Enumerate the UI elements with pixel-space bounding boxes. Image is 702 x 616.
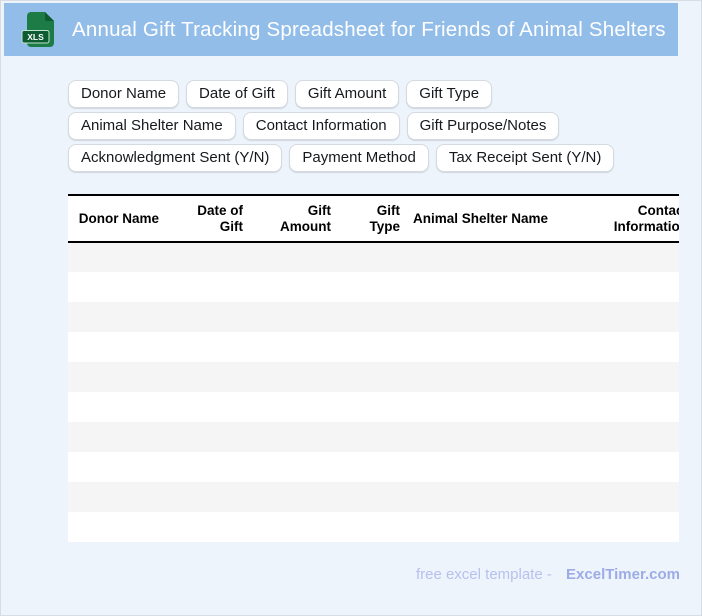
gift-tracking-table: Donor Name Date of Gift Gift Amount Gift…: [68, 194, 679, 542]
page-title: Annual Gift Tracking Spreadsheet for Fri…: [72, 17, 666, 41]
table-cell: [253, 362, 341, 392]
table-cell: [68, 422, 169, 452]
table-cell: [68, 452, 169, 482]
chip-gift-type[interactable]: Gift Type: [406, 80, 493, 108]
table-header-row: Donor Name Date of Gift Gift Amount Gift…: [68, 194, 679, 243]
table-cell: [341, 242, 410, 272]
table-cell: [169, 362, 253, 392]
chip-tax-receipt-sent[interactable]: Tax Receipt Sent (Y/N): [435, 144, 615, 172]
table-cell: [410, 332, 558, 362]
table-cell: [169, 392, 253, 422]
table-cell: [558, 482, 679, 512]
table-cell: [558, 452, 679, 482]
table-cell: [341, 512, 410, 542]
table-cell: [341, 302, 410, 332]
table-cell: [341, 482, 410, 512]
table-cell: [341, 362, 410, 392]
table-cell: [341, 422, 410, 452]
table-cell: [68, 332, 169, 362]
table-cell: [410, 512, 558, 542]
table-cell: [68, 272, 169, 302]
table-row: [68, 422, 679, 452]
table-cell: [169, 242, 253, 272]
table-cell: [558, 302, 679, 332]
chip-payment-method[interactable]: Payment Method: [289, 144, 429, 172]
table-cell: [68, 302, 169, 332]
table-cell: [169, 482, 253, 512]
table-cell: [341, 452, 410, 482]
table-cell: [253, 272, 341, 302]
table-row: [68, 452, 679, 482]
table-cell: [68, 242, 169, 272]
table-cell: [68, 482, 169, 512]
table-cell: [558, 362, 679, 392]
header-bar: XLS Annual Gift Tracking Spreadsheet for…: [4, 3, 678, 56]
table-cell: [341, 392, 410, 422]
table-cell: [410, 362, 558, 392]
xls-file-icon: XLS: [21, 12, 54, 47]
table-cell: [169, 452, 253, 482]
table-cell: [68, 512, 169, 542]
chip-date-of-gift[interactable]: Date of Gift: [186, 80, 288, 108]
table-cell: [558, 242, 679, 272]
column-header-contact-information: Contact Information: [558, 194, 679, 243]
table-cell: [558, 272, 679, 302]
table-cell: [68, 392, 169, 422]
table-cell: [68, 362, 169, 392]
table-cell: [169, 512, 253, 542]
table-cell: [253, 392, 341, 422]
chip-contact-information[interactable]: Contact Information: [242, 112, 400, 140]
chip-gift-amount[interactable]: Gift Amount: [294, 80, 400, 108]
table-row: [68, 272, 679, 302]
column-header-gift-amount: Gift Amount: [253, 194, 341, 243]
table-cell: [410, 452, 558, 482]
column-header-animal-shelter-name: Animal Shelter Name: [410, 194, 558, 243]
chip-donor-name[interactable]: Donor Name: [68, 80, 180, 108]
footer-tagline: free excel template -: [415, 566, 552, 583]
table-cell: [410, 242, 558, 272]
table-cell: [169, 272, 253, 302]
table-cell: [341, 272, 410, 302]
table-cell: [253, 302, 341, 332]
table-cell: [253, 482, 341, 512]
table-cell: [253, 452, 341, 482]
column-header-date-of-gift: Date of Gift: [169, 194, 253, 243]
table-cell: [410, 422, 558, 452]
table-row: [68, 482, 679, 512]
table-row: [68, 392, 679, 422]
footer: free excel template - ExcelTimer.com: [416, 566, 680, 583]
table-cell: [341, 332, 410, 362]
table-cell: [410, 272, 558, 302]
xls-badge-label: XLS: [27, 32, 44, 42]
chip-animal-shelter-name[interactable]: Animal Shelter Name: [68, 112, 236, 140]
column-header-gift-type: Gift Type: [341, 194, 410, 243]
field-chip-list: Donor Name Date of Gift Gift Amount Gift…: [68, 80, 648, 172]
table-cell: [253, 512, 341, 542]
table-cell: [169, 332, 253, 362]
table-cell: [253, 422, 341, 452]
table-cell: [410, 482, 558, 512]
column-header-donor-name: Donor Name: [68, 194, 169, 243]
table-cell: [410, 302, 558, 332]
table-cell: [558, 332, 679, 362]
spreadsheet-preview: Donor Name Date of Gift Gift Amount Gift…: [68, 194, 679, 542]
table-row: [68, 332, 679, 362]
table-cell: [169, 422, 253, 452]
chip-acknowledgment-sent[interactable]: Acknowledgment Sent (Y/N): [68, 144, 283, 172]
footer-brand-link[interactable]: ExcelTimer.com: [566, 566, 680, 583]
chip-gift-purpose-notes[interactable]: Gift Purpose/Notes: [406, 112, 560, 140]
table-row: [68, 302, 679, 332]
table-row: [68, 242, 679, 272]
table-cell: [558, 392, 679, 422]
table-cell: [253, 332, 341, 362]
table-cell: [253, 242, 341, 272]
table-cell: [169, 302, 253, 332]
table-row: [68, 512, 679, 542]
table-row: [68, 362, 679, 392]
table-cell: [558, 422, 679, 452]
table-cell: [410, 392, 558, 422]
table-cell: [558, 512, 679, 542]
